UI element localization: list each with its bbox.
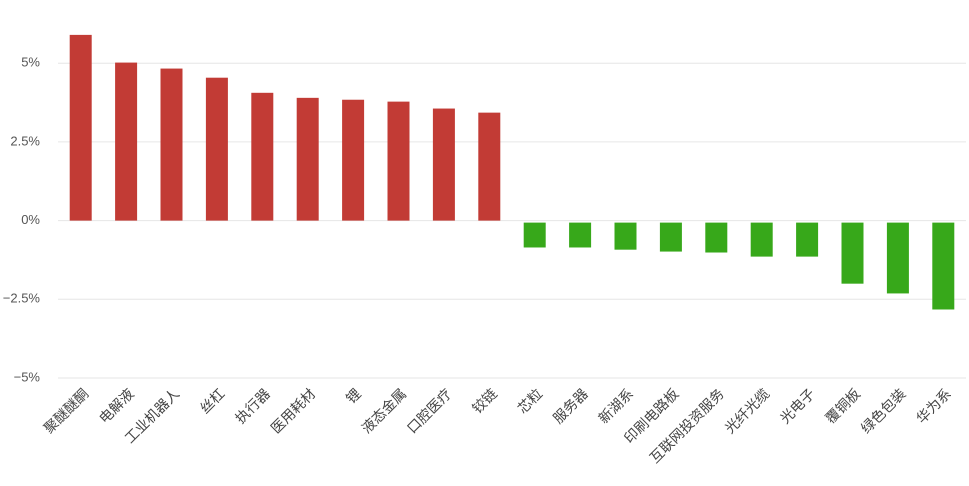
y-tick-label: 0% xyxy=(21,212,40,227)
bar xyxy=(886,222,909,294)
x-tick-label: 聚醚醚酮 xyxy=(41,385,92,436)
bar xyxy=(614,222,637,250)
x-tick-label: 芯粒 xyxy=(514,385,545,416)
bar xyxy=(478,112,501,221)
bar xyxy=(296,97,319,221)
bar xyxy=(932,222,955,310)
x-tick-label: 医用耗材 xyxy=(268,385,319,436)
bar xyxy=(659,222,682,252)
x-tick-label: 执行器 xyxy=(232,385,273,426)
y-tick-label: −2.5% xyxy=(3,291,41,306)
x-tick-label: 光纤光缆 xyxy=(722,385,773,436)
bar xyxy=(796,222,819,257)
bar xyxy=(750,222,773,257)
bar xyxy=(205,77,228,221)
bar xyxy=(705,222,728,253)
x-tick-label: 铰链 xyxy=(469,385,500,416)
x-tick-label: 液态金属 xyxy=(358,385,409,436)
x-tick-label: 服务器 xyxy=(550,385,591,426)
x-tick-label: 绿色包装 xyxy=(858,385,909,436)
x-tick-label: 口腔医疗 xyxy=(404,385,455,436)
bar xyxy=(387,101,410,221)
x-tick-label: 锂 xyxy=(343,385,364,406)
bar xyxy=(841,222,864,284)
bar xyxy=(523,222,546,248)
x-tick-label: 光电子 xyxy=(777,385,818,426)
bar xyxy=(251,92,274,221)
y-tick-label: 5% xyxy=(21,55,40,70)
bar xyxy=(432,108,455,221)
y-tick-label: 2.5% xyxy=(10,133,40,148)
y-tick-label: −5% xyxy=(14,369,41,384)
x-tick-label: 覆铜板 xyxy=(822,385,863,426)
x-tick-label: 丝杠 xyxy=(197,385,228,416)
x-tick-label: 电解液 xyxy=(96,385,137,426)
bar xyxy=(160,68,183,221)
x-tick-label: 华为系 xyxy=(913,385,954,426)
bar xyxy=(115,62,138,221)
x-tick-label: 新湖系 xyxy=(595,385,636,426)
bar xyxy=(342,99,365,221)
bar xyxy=(569,222,592,248)
bar xyxy=(69,34,92,221)
